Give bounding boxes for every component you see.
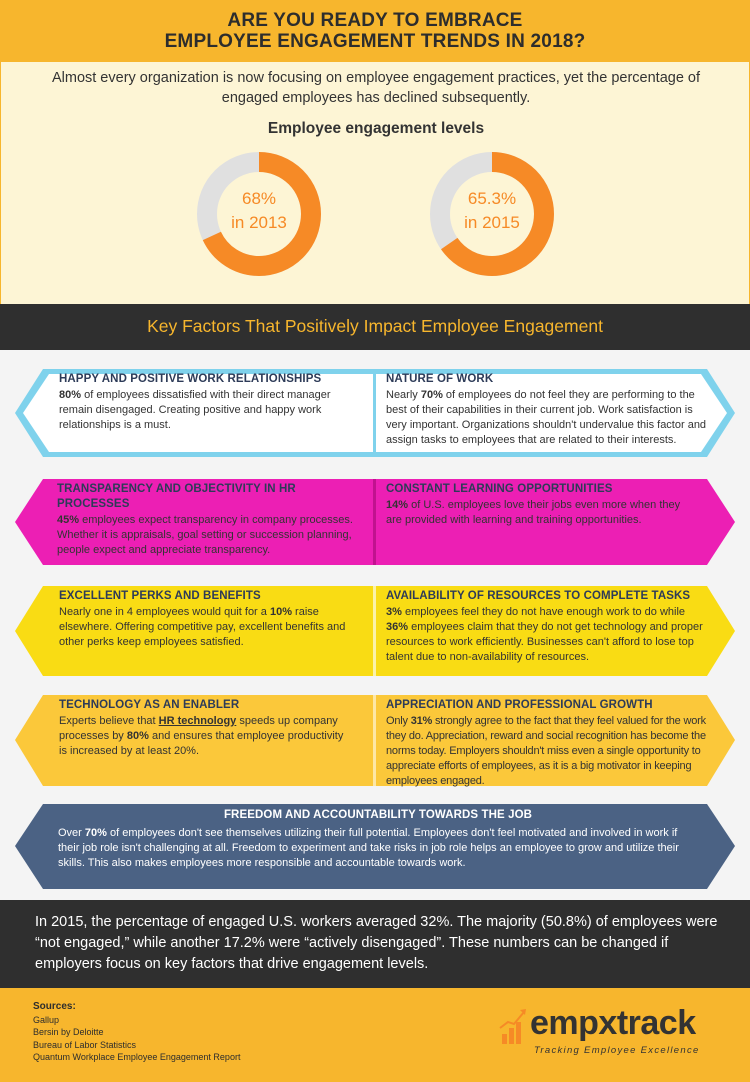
factor-row-4: TECHNOLOGY AS AN ENABLER Experts believe… xyxy=(15,695,735,789)
stat-bold: 70% xyxy=(84,827,107,839)
summary-section: In 2015, the percentage of engaged U.S. … xyxy=(0,900,750,988)
factor-text: strongly agree to the fact that they fee… xyxy=(386,715,706,787)
title-line-2: EMPLOYEE ENGAGEMENT TRENDS IN 2018? xyxy=(164,31,586,52)
factor-resources: AVAILABILITY OF RESOURCES TO COMPLETE TA… xyxy=(386,589,708,665)
factor-text-mid: speeds up company processes by xyxy=(59,715,338,742)
factor-technology: TECHNOLOGY AS AN ENABLER Experts believe… xyxy=(59,698,349,759)
factor-row-1: HAPPY AND POSITIVE WORK RELATIONSHIPS 80… xyxy=(15,369,735,457)
factor-appreciation: APPRECIATION AND PROFESSIONAL GROWTH Onl… xyxy=(386,698,708,789)
stat-bold: 31% xyxy=(410,715,433,727)
key-factors-title: Key Factors That Positively Impact Emplo… xyxy=(147,316,603,336)
factor-text: employees claim that they do not get tec… xyxy=(386,621,703,663)
empxtrack-logo: empxtrack Tracking Employee Excellence xyxy=(498,1000,708,1062)
factor-heading: CONSTANT LEARNING OPPORTUNITIES xyxy=(386,483,613,495)
factor-heading: EXCELLENT PERKS AND BENEFITS xyxy=(59,590,261,602)
stat-bold: 80% xyxy=(59,389,82,401)
stat-bold: 3% xyxy=(386,606,402,618)
title-line-1: ARE YOU READY TO EMBRACE xyxy=(227,10,523,31)
intro-section: Almost every organization is now focusin… xyxy=(0,62,750,304)
factor-heading: APPRECIATION AND PROFESSIONAL GROWTH xyxy=(386,699,653,711)
donut-2015: 65.3% in 2015 xyxy=(428,150,556,278)
header-banner: ARE YOU READY TO EMBRACE EMPLOYEE ENGAGE… xyxy=(0,0,750,62)
factor-row-3: EXCELLENT PERKS AND BENEFITS Nearly one … xyxy=(15,586,735,676)
factor-text-mid: employees feel they do not have enough w… xyxy=(401,606,686,618)
row-divider xyxy=(373,479,376,565)
factor-text: employees expect transparency in company… xyxy=(57,514,353,556)
factor-row-2: TRANSPARENCY AND OBJECTIVITY IN HR PROCE… xyxy=(15,479,735,565)
donut-2013-ring xyxy=(197,152,321,276)
source-item: Quantum Workplace Employee Engagement Re… xyxy=(33,1052,241,1062)
sources-title: Sources: xyxy=(33,1001,76,1012)
engagement-subtitle: Employee engagement levels xyxy=(267,120,485,137)
arrow-shape xyxy=(15,804,735,889)
stat-bold: 45% xyxy=(57,514,80,526)
logo-tagline: Tracking Employee Excellence xyxy=(534,1045,700,1056)
summary-text: In 2015, the percentage of engaged U.S. … xyxy=(35,914,718,972)
factor-heading: NATURE OF WORK xyxy=(386,373,494,385)
factor-learning: CONSTANT LEARNING OPPORTUNITIES 14% of U… xyxy=(386,482,686,528)
factor-heading: TECHNOLOGY AS AN ENABLER xyxy=(59,699,240,711)
factor-text: of U.S. employees love their jobs even m… xyxy=(386,499,681,526)
factor-text: and ensures that employee productivity i… xyxy=(59,730,344,757)
footer: Sources: Gallup Bersin by Deloitte Burea… xyxy=(0,988,750,1082)
donut-2015-year: in 2015 xyxy=(464,213,520,232)
donut-2013-percent: 68% xyxy=(241,189,277,208)
factor-heading: TRANSPARENCY AND OBJECTIVITY IN HR PROCE… xyxy=(57,483,296,510)
factor-text-pre: Experts believe that xyxy=(59,715,159,727)
donut-2013: 68% in 2013 xyxy=(195,150,323,278)
factor-freedom: FREEDOM AND ACCOUNTABILITY TOWARDS THE J… xyxy=(58,808,698,871)
source-item: Bersin by Deloitte xyxy=(33,1027,104,1037)
key-factors-band: Key Factors That Positively Impact Emplo… xyxy=(0,304,750,350)
factor-text-pre: Nearly one in 4 employees would quit for… xyxy=(59,606,270,618)
factor-heading: HAPPY AND POSITIVE WORK RELATIONSHIPS xyxy=(59,373,322,385)
factor-text: raise elsewhere. Offering competitive pa… xyxy=(59,606,346,648)
factors-section: HAPPY AND POSITIVE WORK RELATIONSHIPS 80… xyxy=(0,350,750,900)
factor-relationships: HAPPY AND POSITIVE WORK RELATIONSHIPS 80… xyxy=(59,372,367,433)
stat-bold: 80% xyxy=(126,730,149,742)
stat-bold: 36% xyxy=(386,621,409,633)
stat-bold: 14% xyxy=(386,499,409,511)
donut-2015-ring xyxy=(430,152,554,276)
logo-word-empx: empx xyxy=(530,1004,617,1042)
factor-heading: AVAILABILITY OF RESOURCES TO COMPLETE TA… xyxy=(386,590,691,602)
donut-2015-percent: 65.3% xyxy=(467,189,517,208)
source-item: Gallup xyxy=(33,1014,60,1025)
donut-2013-year: in 2013 xyxy=(231,213,287,232)
factor-text: of employees do not feel they are perfor… xyxy=(386,389,707,446)
sources-list: Sources: Gallup Bersin by Deloitte Burea… xyxy=(33,1001,240,1064)
logo-bars-icon xyxy=(499,1009,526,1044)
stat-bold: 70% xyxy=(420,389,443,401)
factor-heading: FREEDOM AND ACCOUNTABILITY TOWARDS THE J… xyxy=(223,809,533,821)
intro-lead: Almost every organization is now focusin… xyxy=(51,70,701,106)
logo-word-track: track xyxy=(616,1004,696,1042)
source-item: Bureau of Labor Statistics xyxy=(33,1039,137,1050)
factor-text-pre: Nearly xyxy=(386,389,421,401)
row-divider xyxy=(373,695,376,786)
factor-transparency: TRANSPARENCY AND OBJECTIVITY IN HR PROCE… xyxy=(57,482,367,558)
factor-text-pre: Over xyxy=(58,827,85,839)
donut-arc xyxy=(197,152,321,276)
factor-text: of employees don't see themselves utiliz… xyxy=(58,827,679,869)
factor-perks: EXCELLENT PERKS AND BENEFITS Nearly one … xyxy=(59,589,367,650)
factor-text: of employees dissatisfied with their dir… xyxy=(59,389,331,431)
stat-bold: 10% xyxy=(269,606,292,618)
row-divider xyxy=(373,586,376,676)
factor-nature-of-work: NATURE OF WORK Nearly 70% of employees d… xyxy=(386,372,714,448)
factor-row-5: FREEDOM AND ACCOUNTABILITY TOWARDS THE J… xyxy=(15,804,735,889)
hr-technology-link[interactable]: HR technology xyxy=(158,715,237,727)
factor-text-pre: Only xyxy=(386,715,411,727)
donut-arc xyxy=(430,152,554,276)
row-divider xyxy=(373,374,376,452)
